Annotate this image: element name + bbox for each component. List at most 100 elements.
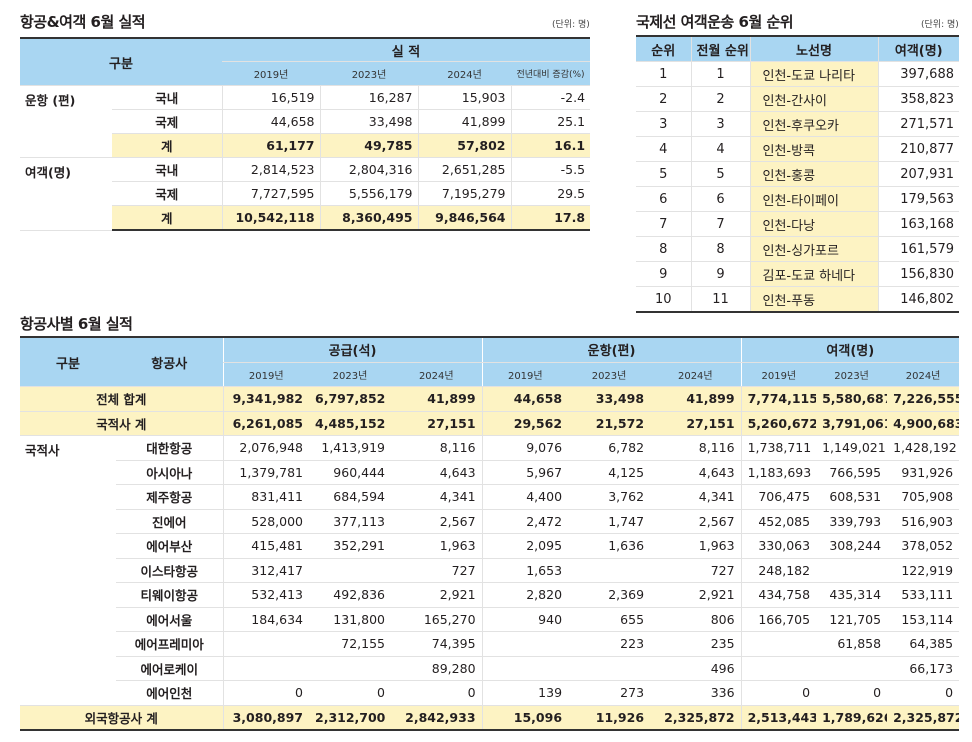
t3-cell: 8,116 <box>650 435 742 461</box>
route-row: 9 9 김포-도쿄 하네다 156,830 <box>636 261 959 287</box>
t3-header-passengers: 여객(명) <box>740 336 960 363</box>
t3-cell: 435,314 <box>816 582 888 608</box>
t3-header-year: 2019년 <box>222 362 309 387</box>
passengers-cell: 210,877 <box>877 136 959 162</box>
t1-header-group: 구분 <box>20 37 223 86</box>
airline-name: 티웨이항공 <box>116 582 223 608</box>
t3-cell: 165,270 <box>391 607 483 632</box>
t1-cell: -5.5 <box>510 157 591 182</box>
t3-cell <box>481 631 569 657</box>
t1-header-perf: 실 적 <box>222 37 591 62</box>
t3-cell: 166,705 <box>740 607 817 632</box>
route-row: 3 3 인천-후쿠오카 271,571 <box>636 111 959 137</box>
route-row: 4 4 인천-방콕 210,877 <box>636 136 959 162</box>
route-row: 5 5 인천-홍콩 207,931 <box>636 161 959 187</box>
t3-cell: 139 <box>481 680 569 706</box>
prev-rank-cell: 3 <box>690 111 750 137</box>
prev-rank-cell: 4 <box>690 136 750 162</box>
t3-cell: 532,413 <box>222 582 309 608</box>
passengers-cell: 156,830 <box>877 261 959 287</box>
t3-cell: 415,481 <box>222 533 309 559</box>
t1-sum-cell: 8,360,495 <box>319 205 419 231</box>
flight-passenger-table: 구분 실 적 2019년 2023년 2024년 전년대비 증감(%) 운항 (… <box>20 37 591 231</box>
t1-sum-cell: 17.8 <box>510 205 591 231</box>
t3-cell <box>222 656 309 681</box>
t1-cell: 44,658 <box>221 109 321 134</box>
t1-sum-cell: 16.1 <box>510 133 591 158</box>
route-row: 8 8 인천-싱가포르 161,579 <box>636 236 959 262</box>
t1-cell: 29.5 <box>510 181 591 206</box>
rank-cell: 5 <box>636 161 691 187</box>
t1-sum-cell: 57,802 <box>417 133 512 158</box>
passengers-cell: 161,579 <box>877 236 959 262</box>
prev-rank-cell: 6 <box>690 186 750 212</box>
t3-cell: 131,800 <box>309 607 391 632</box>
t1-sum-cell: 49,785 <box>319 133 419 158</box>
passengers-cell: 207,931 <box>877 161 959 187</box>
t3-cell: 2,095 <box>481 533 569 559</box>
t3-cell: 248,182 <box>740 558 817 583</box>
domestic-total-row: 국적사 계 6,261,085 4,485,152 27,151 29,562 21,57… <box>20 411 960 436</box>
t3-cell: 533,111 <box>887 582 960 608</box>
t1-header-change: 전년대비 증감(%) <box>511 61 591 86</box>
t3-cell: 184,634 <box>222 607 309 632</box>
t3-header-airline: 항공사 <box>116 336 223 387</box>
t3-cell: 330,063 <box>740 533 817 559</box>
t3-cell <box>568 656 651 681</box>
t3-cell <box>740 631 817 657</box>
t3-sum-cell: 11,926 <box>568 705 651 731</box>
route-row: 10 11 인천-푸동 146,802 <box>636 286 959 313</box>
t3-cell: 2,472 <box>481 509 569 534</box>
airline-performance-table: 구분 항공사 공급(석) 운항(편) 여객(명) 2019년 2023년 202… <box>20 336 960 731</box>
t3-cell: 1,183,693 <box>740 460 817 485</box>
t1-group-label: 운항 (편) <box>20 85 112 158</box>
airline-row: 티웨이항공 532,413 492,836 2,921 2,820 2,369 2,921 4… <box>20 582 960 608</box>
t3-sum-cell: 3,791,061 <box>816 411 888 436</box>
airline-name: 대한항공 <box>116 435 223 461</box>
t3-cell: 2,820 <box>481 582 569 608</box>
t3-header-year: 2024년 <box>650 362 742 387</box>
t1-sum-label: 계 <box>112 205 223 231</box>
t1-cell: 25.1 <box>510 109 591 134</box>
t3-sum-cell: 5,580,687 <box>816 386 888 412</box>
route-name-cell: 인천-홍콩 <box>749 161 878 187</box>
t1-cell: 16,287 <box>319 85 419 110</box>
airline-name: 아시아나 <box>116 460 223 485</box>
t3-cell: 64,385 <box>887 631 960 657</box>
t1-cell: 33,498 <box>319 109 419 134</box>
airline-name: 에어프레미아 <box>116 631 223 657</box>
t1-cell: 2,651,285 <box>417 157 512 182</box>
t1-header-year: 2024년 <box>418 61 512 86</box>
foreign-total-row: 외국항공사 계 3,080,897 2,312,700 2,842,933 15,096… <box>20 705 960 731</box>
passengers-cell: 358,823 <box>877 86 959 112</box>
t3-sum-cell: 4,485,152 <box>309 411 391 436</box>
airline-name: 에어서울 <box>116 607 223 632</box>
t3-cell: 528,000 <box>222 509 309 534</box>
t3-cell: 0 <box>391 680 483 706</box>
prev-rank-cell: 5 <box>690 161 750 187</box>
t3-cell: 377,113 <box>309 509 391 534</box>
t3-header-year: 2023년 <box>568 362 651 387</box>
route-name-cell: 인천-다낭 <box>749 211 878 237</box>
t3-sum-cell: 3,080,897 <box>222 705 309 731</box>
t2-header: 여객(명) <box>877 35 959 62</box>
foreign-total-row-label: 외국항공사 계 <box>20 705 223 731</box>
t3-cell: 684,594 <box>309 484 391 510</box>
t1-cell: -2.4 <box>510 85 591 110</box>
t2-body: 1 1 인천-도쿄 나리타 397,688 2 2 인천-간사이 358,823 3 3 인천-후쿠… <box>636 61 959 313</box>
t1-unit: (단위: 명) <box>552 20 590 30</box>
t3-cell: 121,705 <box>816 607 888 632</box>
t3-cell: 806 <box>650 607 742 632</box>
t3-cell: 4,341 <box>650 484 742 510</box>
t3-cell: 0 <box>222 680 309 706</box>
t3-header-year: 2023년 <box>816 362 888 387</box>
t3-cell: 831,411 <box>222 484 309 510</box>
domestic-total-row-label: 국적사 계 <box>20 411 223 436</box>
t3-sum-cell: 6,797,852 <box>309 386 391 412</box>
t3-sum-cell: 7,774,115 <box>740 386 817 412</box>
route-name-cell: 인천-후쿠오카 <box>749 111 878 137</box>
t1-sum-cell: 9,846,564 <box>417 205 512 231</box>
t1-title: 항공&여객 6월 실적 <box>20 13 146 31</box>
route-ranking-table: 순위 전월 순위 노선명 여객(명) 1 1 인천-도쿄 나리타 397,688 2 2 인… <box>636 35 959 313</box>
t3-header-flights: 운항(편) <box>481 336 742 363</box>
